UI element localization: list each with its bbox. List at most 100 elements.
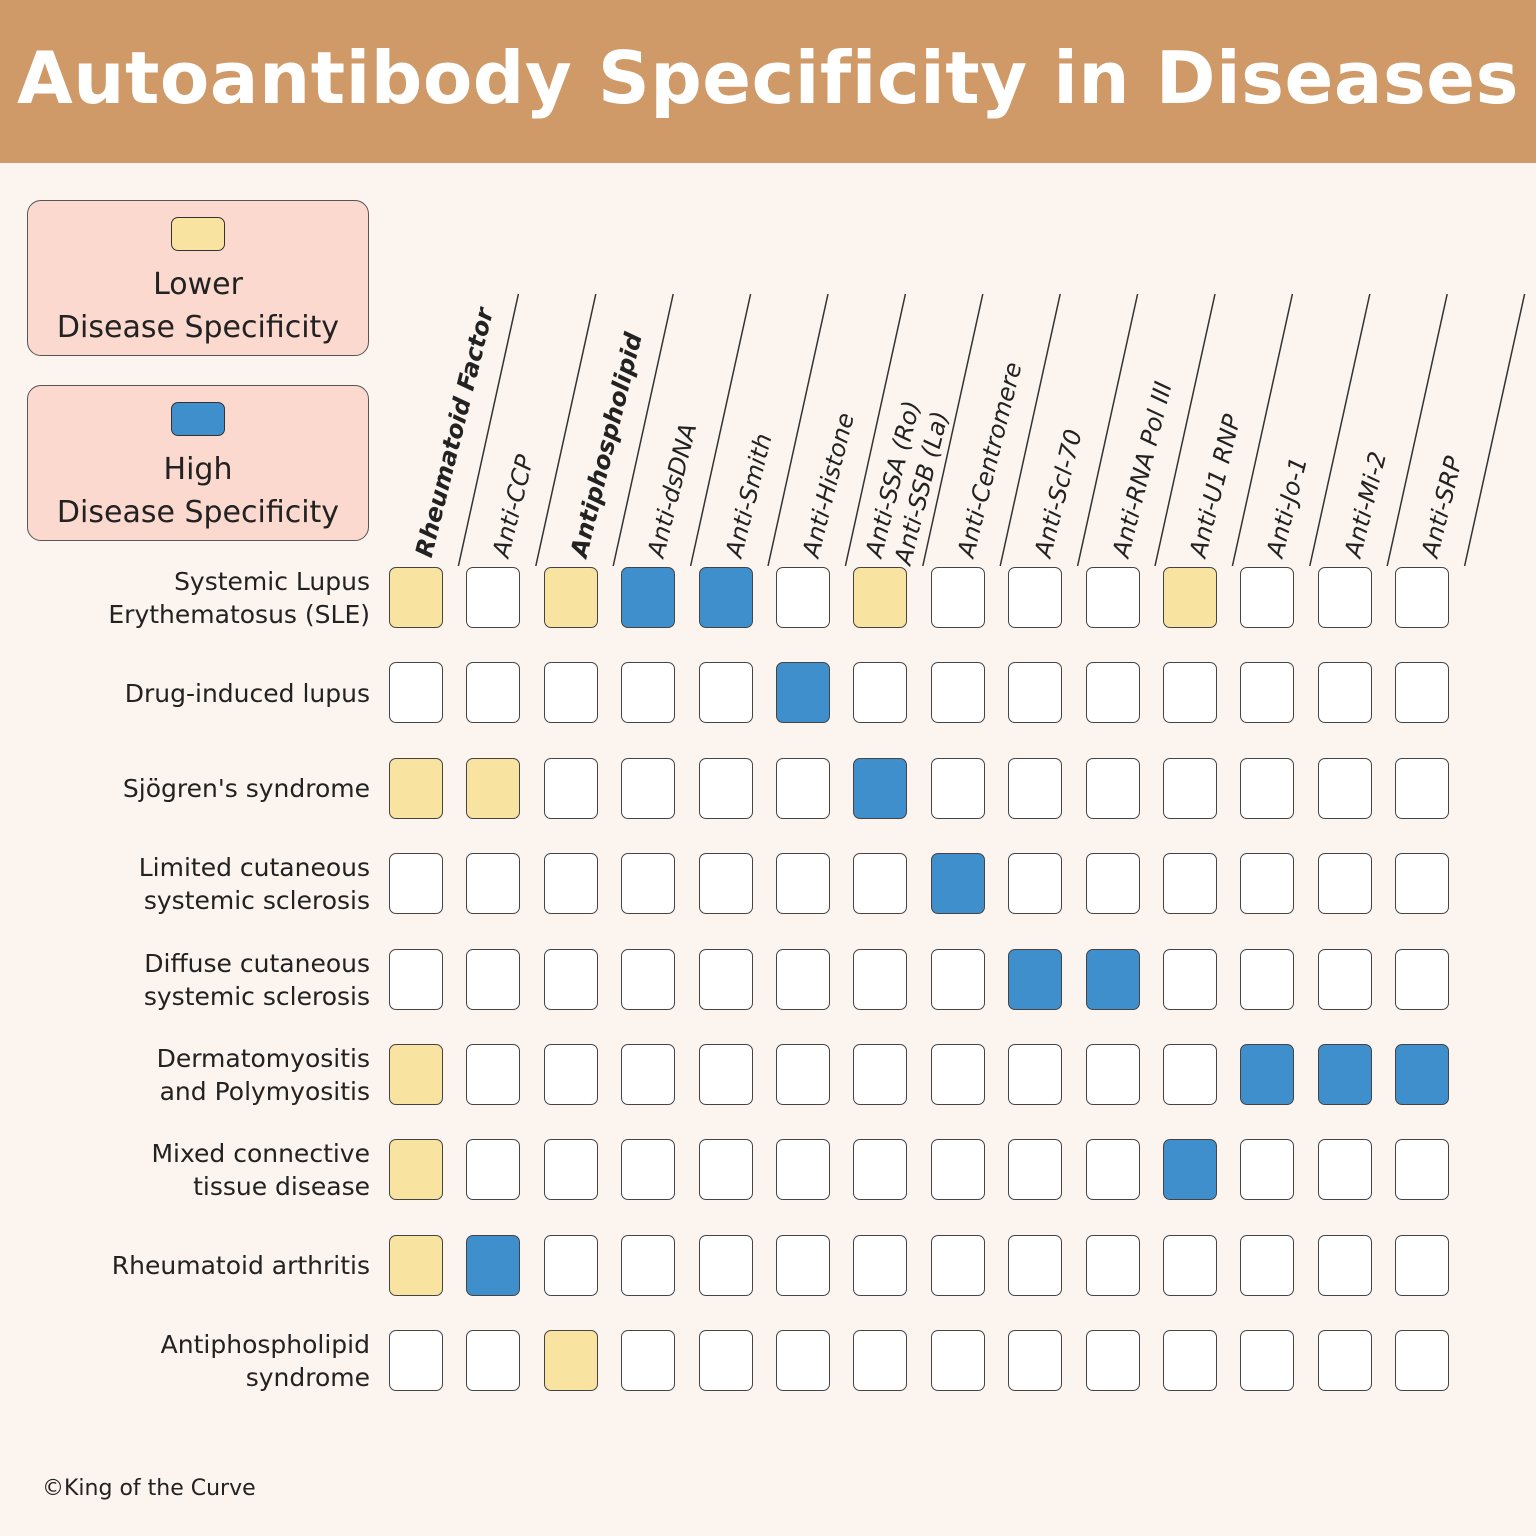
row-label: Limited cutaneous systemic sclerosis: [138, 853, 370, 916]
column-divider: [922, 293, 984, 567]
matrix-cell-high: [1008, 948, 1063, 1010]
legend-high: High Disease Specificity: [27, 385, 369, 541]
matrix-cell-none: [1317, 567, 1372, 628]
matrix-cell-none: [1008, 1044, 1063, 1105]
matrix-cell-high: [698, 567, 753, 628]
column-header: Rheumatoid Factor: [409, 305, 500, 561]
matrix-cell-none: [698, 662, 753, 724]
matrix-cell-none: [698, 1139, 753, 1201]
matrix-cell-high: [1163, 1139, 1217, 1201]
column-header: Anti-CCP: [487, 451, 540, 561]
column-header: Anti-Histone: [796, 409, 860, 561]
matrix-cell-none: [853, 1139, 908, 1201]
column-divider: [844, 293, 907, 567]
matrix-cell-none: [466, 948, 521, 1010]
matrix-cell-none: [1085, 853, 1140, 915]
matrix-cell-none: [1008, 1234, 1063, 1296]
matrix-cell-none: [1085, 1234, 1140, 1296]
matrix-cell-none: [466, 1044, 521, 1105]
matrix-cell-low: [543, 1330, 598, 1392]
column-header: Anti-SSA (Ro) Anti-SSB (La): [860, 397, 955, 568]
matrix-cell-low: [389, 567, 443, 628]
matrix-cell-none: [853, 1330, 908, 1392]
matrix-cell-none: [543, 1044, 598, 1105]
matrix-cell-low: [543, 567, 598, 628]
matrix-cell-none: [1317, 1330, 1372, 1392]
matrix-cell-none: [1317, 853, 1372, 915]
matrix-cell-high: [621, 567, 676, 628]
matrix-cell-none: [776, 1044, 830, 1105]
matrix-cell-none: [1240, 1234, 1295, 1296]
matrix-cell-none: [1317, 1234, 1372, 1296]
matrix-cell-none: [1317, 948, 1372, 1010]
matrix-cell-none: [1008, 1330, 1063, 1392]
column-divider: [1309, 293, 1371, 567]
column-divider: [999, 293, 1061, 567]
matrix-cell-none: [389, 853, 443, 915]
row-label: Sjögren's syndrome: [122, 774, 370, 804]
matrix-cell-none: [1395, 1139, 1450, 1201]
row-label: Dermatomyositis and Polymyositis: [156, 1044, 370, 1106]
matrix-cell-none: [1395, 853, 1450, 915]
row-label: Antiphospholipid syndrome: [160, 1330, 370, 1393]
matrix-cell-none: [930, 1234, 985, 1296]
matrix-cell-none: [698, 853, 753, 915]
matrix-cell-none: [776, 757, 830, 819]
row-label: Mixed connective tissue disease: [151, 1139, 370, 1202]
column-header: Anti-Centromere: [951, 359, 1028, 561]
header-banner: Autoantibody Specificity in Diseases: [0, 0, 1536, 163]
column-header: Anti-Scl-70: [1029, 426, 1088, 561]
matrix-cell-none: [543, 853, 598, 915]
matrix-cell-none: [621, 1330, 676, 1392]
matrix-cell-none: [1317, 757, 1372, 819]
matrix-cell-none: [930, 948, 985, 1010]
matrix-cell-none: [1395, 948, 1450, 1010]
matrix-cell-none: [930, 757, 985, 819]
copyright-credit: ©King of the Curve: [42, 1476, 256, 1501]
matrix-cell-none: [930, 662, 985, 724]
column-divider: [1231, 293, 1294, 567]
matrix-cell-low: [389, 1044, 443, 1105]
matrix-cell-none: [853, 662, 908, 724]
matrix-cell-low: [389, 757, 443, 819]
matrix-cell-none: [1395, 1330, 1450, 1392]
legend-low: Lower Disease Specificity: [27, 200, 369, 356]
matrix-cell-none: [1240, 1330, 1295, 1392]
matrix-cell-none: [1085, 1330, 1140, 1392]
column-divider: [767, 293, 829, 567]
matrix-cell-none: [1008, 1139, 1063, 1201]
matrix-cell-none: [853, 853, 908, 915]
matrix-cell-none: [1395, 757, 1450, 819]
matrix-cell-none: [776, 567, 830, 628]
legend-low-label: Lower Disease Specificity: [56, 267, 340, 345]
matrix-cell-none: [543, 662, 598, 724]
matrix-cell-none: [698, 948, 753, 1010]
matrix-cell-none: [1085, 757, 1140, 819]
column-header: Anti-Smith: [719, 430, 778, 561]
matrix-cell-high: [930, 853, 985, 915]
matrix-cell-none: [389, 948, 443, 1010]
matrix-cell-none: [466, 567, 521, 628]
row-label: Drug-induced lupus: [124, 678, 370, 708]
matrix-cell-none: [389, 662, 443, 724]
matrix-cell-none: [776, 948, 830, 1010]
matrix-cell-none: [543, 948, 598, 1010]
matrix-cell-none: [1240, 662, 1295, 724]
column-header: Anti-Jo-1: [1261, 454, 1314, 561]
matrix-cell-low: [389, 1139, 443, 1201]
matrix-cell-none: [1163, 853, 1217, 915]
matrix-cell-none: [1085, 567, 1140, 628]
matrix-cell-none: [1163, 1234, 1217, 1296]
matrix-cell-none: [1240, 948, 1295, 1010]
matrix-cell-none: [621, 1044, 676, 1105]
matrix-cell-none: [466, 1139, 521, 1201]
matrix-cell-none: [621, 853, 676, 915]
matrix-cell-high: [1085, 948, 1140, 1010]
matrix-cell-high: [1317, 1044, 1372, 1105]
matrix-cell-high: [1240, 1044, 1295, 1105]
matrix-cell-none: [621, 662, 676, 724]
matrix-cell-none: [698, 1330, 753, 1392]
column-divider: [1386, 293, 1448, 567]
matrix-cell-none: [1395, 662, 1450, 724]
